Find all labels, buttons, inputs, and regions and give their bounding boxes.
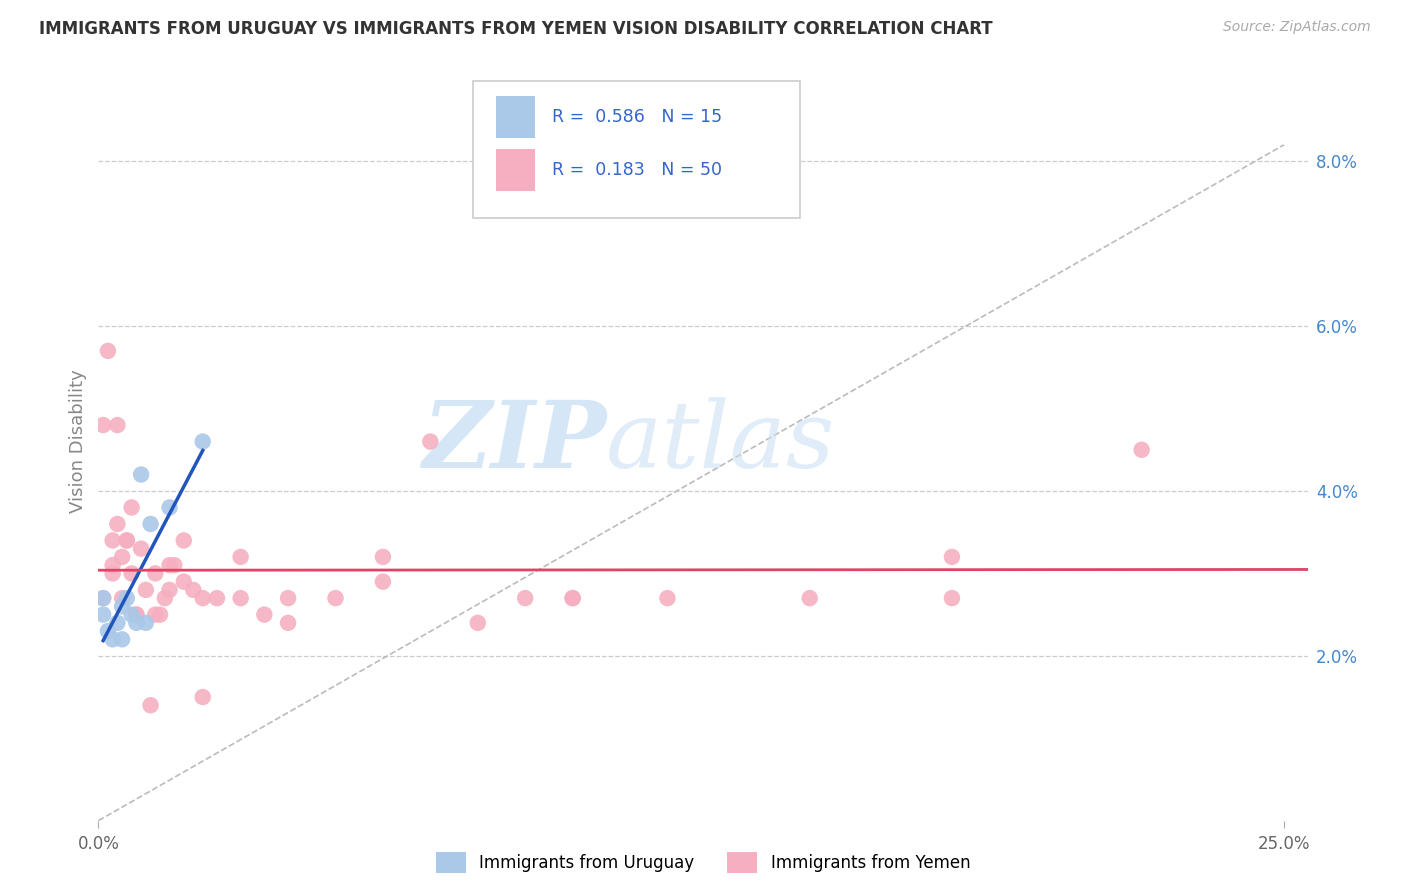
Point xyxy=(191,690,214,704)
Point xyxy=(371,549,394,564)
Point xyxy=(121,500,143,515)
FancyBboxPatch shape xyxy=(496,96,534,138)
Point xyxy=(159,558,181,573)
Point xyxy=(325,591,347,606)
Point xyxy=(115,591,138,606)
Point xyxy=(105,615,128,630)
Point xyxy=(163,558,186,573)
Point xyxy=(125,607,148,622)
Point xyxy=(101,558,124,573)
Point xyxy=(101,632,124,647)
Point xyxy=(125,615,148,630)
Point xyxy=(101,566,124,581)
Point xyxy=(143,607,166,622)
Point xyxy=(135,615,157,630)
Point xyxy=(91,591,114,606)
Point xyxy=(139,698,162,713)
Point xyxy=(129,467,152,482)
Point xyxy=(657,591,679,606)
FancyBboxPatch shape xyxy=(474,81,800,218)
Text: R =  0.183   N = 50: R = 0.183 N = 50 xyxy=(551,161,721,179)
Text: ZIP: ZIP xyxy=(422,397,606,486)
Point xyxy=(129,541,152,556)
Point xyxy=(191,434,214,449)
Point xyxy=(97,624,120,639)
Y-axis label: Vision Disability: Vision Disability xyxy=(69,369,87,514)
Text: atlas: atlas xyxy=(606,397,835,486)
Point xyxy=(173,574,195,589)
Point xyxy=(173,533,195,548)
Point xyxy=(1130,442,1153,457)
Point xyxy=(115,533,138,548)
Point xyxy=(115,533,138,548)
Point xyxy=(467,615,489,630)
Point xyxy=(799,591,821,606)
Point xyxy=(159,582,181,597)
Point xyxy=(139,516,162,531)
Point xyxy=(277,615,299,630)
Point xyxy=(229,549,252,564)
Point xyxy=(191,591,214,606)
Point xyxy=(277,591,299,606)
Point xyxy=(91,418,114,433)
Text: R =  0.586   N = 15: R = 0.586 N = 15 xyxy=(551,108,721,126)
Point xyxy=(181,582,204,597)
Point xyxy=(561,591,583,606)
Point xyxy=(149,607,172,622)
Point xyxy=(121,566,143,581)
Point xyxy=(105,418,128,433)
Point xyxy=(205,591,228,606)
Text: Source: ZipAtlas.com: Source: ZipAtlas.com xyxy=(1223,20,1371,34)
Point xyxy=(105,516,128,531)
Point xyxy=(111,591,134,606)
Point xyxy=(561,591,583,606)
Legend: Immigrants from Uruguay, Immigrants from Yemen: Immigrants from Uruguay, Immigrants from… xyxy=(429,846,977,880)
Point xyxy=(111,549,134,564)
Point xyxy=(91,591,114,606)
Point xyxy=(135,582,157,597)
Point xyxy=(253,607,276,622)
Point xyxy=(143,566,166,581)
Point xyxy=(419,434,441,449)
Point xyxy=(91,607,114,622)
Point xyxy=(229,591,252,606)
Point xyxy=(159,500,181,515)
Point xyxy=(101,533,124,548)
Point xyxy=(121,607,143,622)
Text: IMMIGRANTS FROM URUGUAY VS IMMIGRANTS FROM YEMEN VISION DISABILITY CORRELATION C: IMMIGRANTS FROM URUGUAY VS IMMIGRANTS FR… xyxy=(39,20,993,37)
Point xyxy=(941,591,963,606)
Point xyxy=(941,549,963,564)
Point xyxy=(153,591,176,606)
Point xyxy=(111,599,134,614)
Point xyxy=(111,632,134,647)
Point xyxy=(97,343,120,358)
FancyBboxPatch shape xyxy=(496,149,534,191)
Point xyxy=(125,607,148,622)
Point xyxy=(371,574,394,589)
Point xyxy=(515,591,537,606)
